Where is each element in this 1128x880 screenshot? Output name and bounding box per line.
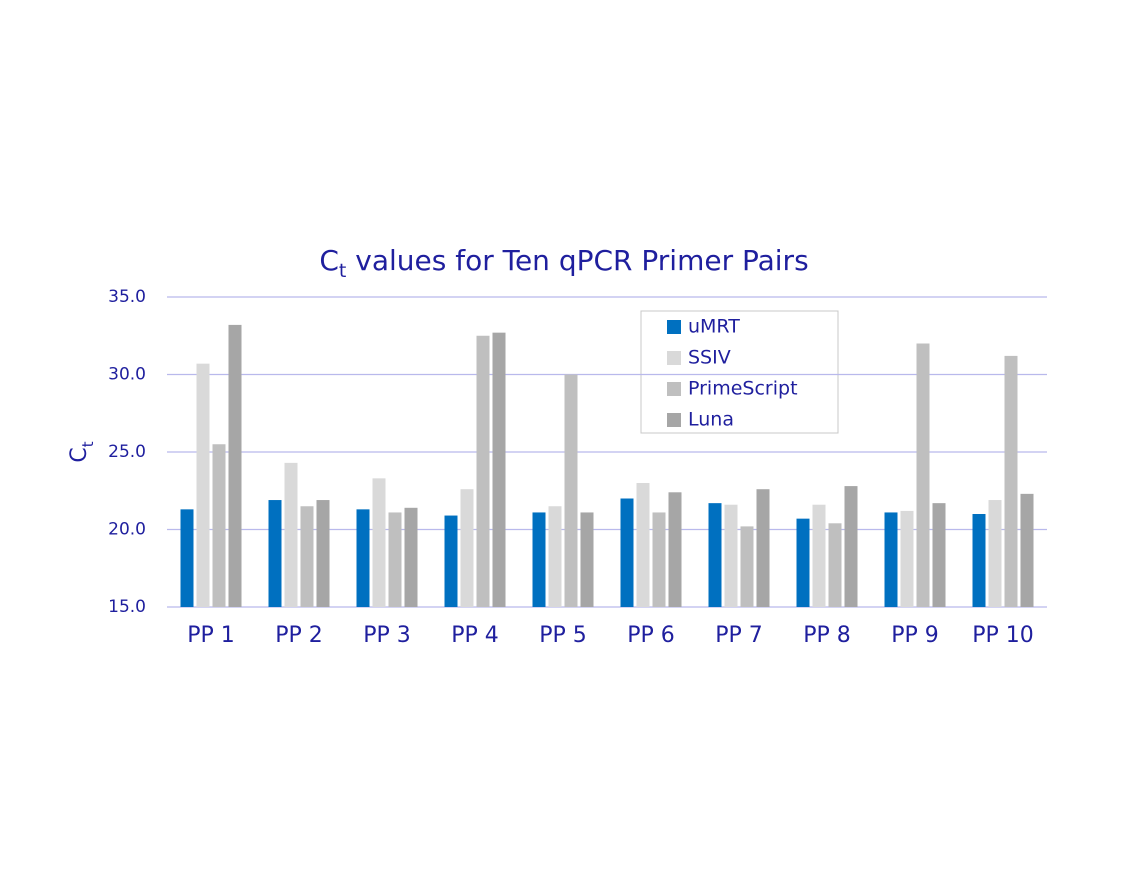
bar xyxy=(532,512,546,607)
bar xyxy=(812,504,826,607)
legend-swatch xyxy=(667,413,681,427)
bar xyxy=(916,343,930,607)
y-tick-label: 25.0 xyxy=(108,442,146,462)
bar xyxy=(636,483,650,607)
bar xyxy=(620,498,634,607)
bar xyxy=(1020,493,1034,607)
bar xyxy=(708,503,722,607)
bar xyxy=(356,509,370,607)
x-tick-label: PP 9 xyxy=(891,623,939,648)
bar xyxy=(828,523,842,607)
y-axis-label: Ct xyxy=(67,441,97,462)
x-tick-label: PP 3 xyxy=(363,623,411,648)
bar xyxy=(580,512,594,607)
bar xyxy=(268,500,282,607)
x-tick-label: PP 10 xyxy=(972,623,1034,648)
bar xyxy=(972,514,986,607)
bar xyxy=(492,332,506,607)
bar xyxy=(476,335,490,607)
bar xyxy=(300,506,314,607)
bar xyxy=(444,515,458,607)
title-rest: values for Ten qPCR Primer Pairs xyxy=(346,244,808,277)
x-tick-label: PP 5 xyxy=(539,623,587,648)
bar xyxy=(988,500,1002,607)
x-tick-label: PP 1 xyxy=(187,623,235,648)
y-tick-label: 35.0 xyxy=(108,287,146,307)
bar xyxy=(932,503,946,607)
bar xyxy=(796,518,810,607)
y-label-base: C xyxy=(67,447,92,462)
bar xyxy=(372,478,386,607)
bar xyxy=(404,507,418,607)
y-tick-label: 20.0 xyxy=(108,520,146,540)
legend-swatch xyxy=(667,320,681,334)
bar xyxy=(652,512,666,607)
legend-swatch xyxy=(667,382,681,396)
bar xyxy=(196,363,210,607)
bar xyxy=(844,486,858,607)
legend-label: uMRT xyxy=(688,316,740,338)
bar xyxy=(668,492,682,607)
bar xyxy=(212,444,226,607)
bar xyxy=(900,510,914,607)
bar xyxy=(724,504,738,607)
chart-title: Ct values for Ten qPCR Primer Pairs xyxy=(319,244,808,282)
y-tick-label: 30.0 xyxy=(108,365,146,385)
x-tick-label: PP 7 xyxy=(715,623,763,648)
bar xyxy=(388,512,402,607)
bar xyxy=(316,500,330,607)
y-label-subscript: t xyxy=(79,441,97,447)
bar xyxy=(884,512,898,607)
bar xyxy=(460,489,474,607)
legend-label: SSIV xyxy=(688,347,731,369)
title-base: C xyxy=(319,244,339,277)
bar xyxy=(564,374,578,607)
bar xyxy=(756,489,770,607)
bar xyxy=(1004,355,1018,607)
title-subscript: t xyxy=(339,260,346,282)
x-tick-label: PP 8 xyxy=(803,623,851,648)
legend-label: Luna xyxy=(688,409,734,431)
legend-swatch xyxy=(667,351,681,365)
bar xyxy=(228,324,242,607)
x-tick-label: PP 4 xyxy=(451,623,499,648)
bar xyxy=(180,509,194,607)
bar xyxy=(740,526,754,607)
y-tick-label: 15.0 xyxy=(108,597,146,617)
x-tick-label: PP 6 xyxy=(627,623,675,648)
bar xyxy=(284,462,298,607)
legend-label: PrimeScript xyxy=(688,378,798,400)
bar xyxy=(548,506,562,607)
x-tick-label: PP 2 xyxy=(275,623,323,648)
